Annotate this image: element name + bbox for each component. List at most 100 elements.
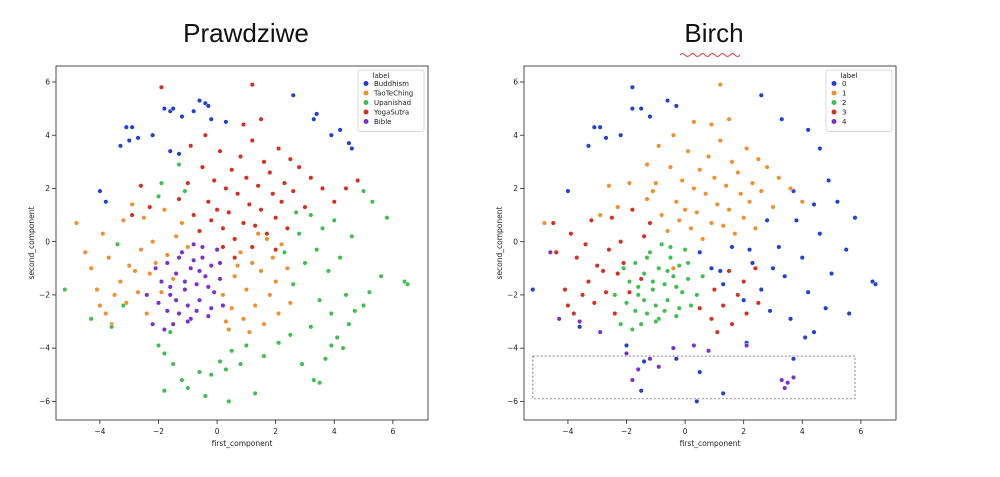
data-point bbox=[249, 244, 255, 250]
data-point bbox=[691, 119, 697, 125]
data-point bbox=[717, 268, 723, 274]
data-point bbox=[621, 265, 627, 271]
data-point bbox=[340, 345, 346, 351]
data-point bbox=[366, 289, 372, 295]
data-point bbox=[667, 255, 674, 261]
data-point bbox=[679, 177, 685, 184]
data-point bbox=[670, 265, 676, 271]
data-point bbox=[173, 297, 179, 303]
data-point bbox=[246, 201, 252, 207]
data-point bbox=[562, 287, 568, 293]
legend-marker bbox=[363, 100, 369, 105]
data-point bbox=[361, 188, 367, 194]
legend-label: Bible bbox=[374, 118, 391, 126]
data-point bbox=[158, 84, 164, 90]
legend-label: YogaSutra bbox=[373, 109, 409, 117]
data-point bbox=[337, 127, 343, 133]
data-point bbox=[202, 132, 208, 138]
data-point bbox=[744, 342, 750, 349]
data-point bbox=[685, 148, 691, 154]
data-point bbox=[688, 302, 694, 309]
panel-title-left: Prawdziwe bbox=[183, 18, 309, 48]
data-point bbox=[208, 217, 214, 223]
data-point bbox=[682, 247, 688, 253]
data-point bbox=[805, 289, 811, 295]
data-point bbox=[167, 329, 173, 335]
legend-label: 2 bbox=[842, 99, 846, 107]
data-point bbox=[623, 300, 630, 306]
data-point bbox=[337, 255, 343, 261]
data-point bbox=[676, 263, 682, 269]
data-point bbox=[161, 388, 167, 394]
data-point bbox=[167, 292, 173, 298]
legend-marker bbox=[363, 119, 369, 124]
data-point bbox=[735, 169, 741, 176]
data-point bbox=[404, 281, 411, 287]
data-point bbox=[276, 340, 282, 346]
legend-label: 3 bbox=[842, 109, 846, 117]
data-point bbox=[287, 332, 293, 338]
legend-marker bbox=[831, 100, 837, 105]
data-point bbox=[788, 316, 794, 322]
data-point bbox=[147, 271, 153, 277]
data-point bbox=[673, 356, 679, 362]
data-point bbox=[682, 207, 688, 213]
legend-box bbox=[825, 69, 893, 132]
y-tick-label: −2 bbox=[39, 291, 50, 300]
data-point bbox=[150, 321, 156, 327]
data-point bbox=[644, 196, 650, 202]
data-point bbox=[308, 212, 314, 218]
data-point bbox=[328, 310, 334, 317]
data-point bbox=[779, 116, 785, 122]
data-point bbox=[261, 321, 267, 327]
data-point bbox=[114, 241, 121, 247]
data-point bbox=[764, 164, 770, 170]
data-point bbox=[194, 281, 200, 287]
data-point bbox=[220, 225, 226, 231]
data-point bbox=[767, 308, 773, 314]
data-point bbox=[240, 220, 247, 226]
data-point bbox=[235, 191, 241, 197]
data-point bbox=[752, 265, 758, 271]
data-point bbox=[647, 220, 653, 226]
x-tick-label: 2 bbox=[273, 427, 278, 436]
data-point bbox=[176, 310, 182, 317]
data-point bbox=[229, 167, 235, 173]
data-point bbox=[708, 265, 715, 271]
data-point bbox=[117, 143, 123, 149]
data-point bbox=[276, 145, 282, 152]
data-point bbox=[179, 249, 185, 255]
data-point bbox=[738, 191, 744, 197]
legend-label: Buddhism bbox=[374, 80, 409, 88]
data-point bbox=[741, 279, 747, 285]
data-point bbox=[606, 247, 612, 253]
legend-label: TaoTeChing bbox=[373, 90, 413, 98]
data-point bbox=[135, 289, 141, 295]
data-point bbox=[261, 159, 267, 165]
data-point bbox=[261, 353, 267, 359]
data-point bbox=[123, 124, 129, 130]
data-point bbox=[138, 247, 144, 253]
data-point bbox=[258, 268, 264, 274]
data-point bbox=[293, 209, 299, 215]
data-point bbox=[603, 135, 609, 141]
data-point bbox=[597, 124, 603, 130]
data-point bbox=[232, 255, 238, 261]
legend-marker bbox=[831, 81, 837, 86]
data-point bbox=[220, 292, 226, 298]
data-point bbox=[799, 255, 805, 261]
data-point bbox=[623, 342, 630, 349]
data-point bbox=[632, 308, 638, 314]
y-tick-label: −2 bbox=[507, 291, 518, 300]
data-point bbox=[694, 292, 700, 298]
data-point bbox=[229, 348, 235, 354]
data-point bbox=[320, 225, 326, 231]
legend-marker bbox=[363, 109, 369, 115]
data-point bbox=[226, 209, 232, 215]
y-tick-label: −4 bbox=[507, 344, 518, 353]
data-point bbox=[252, 390, 258, 396]
data-point bbox=[811, 201, 817, 207]
data-point bbox=[235, 263, 241, 269]
data-point bbox=[173, 271, 179, 277]
data-point bbox=[287, 156, 293, 162]
